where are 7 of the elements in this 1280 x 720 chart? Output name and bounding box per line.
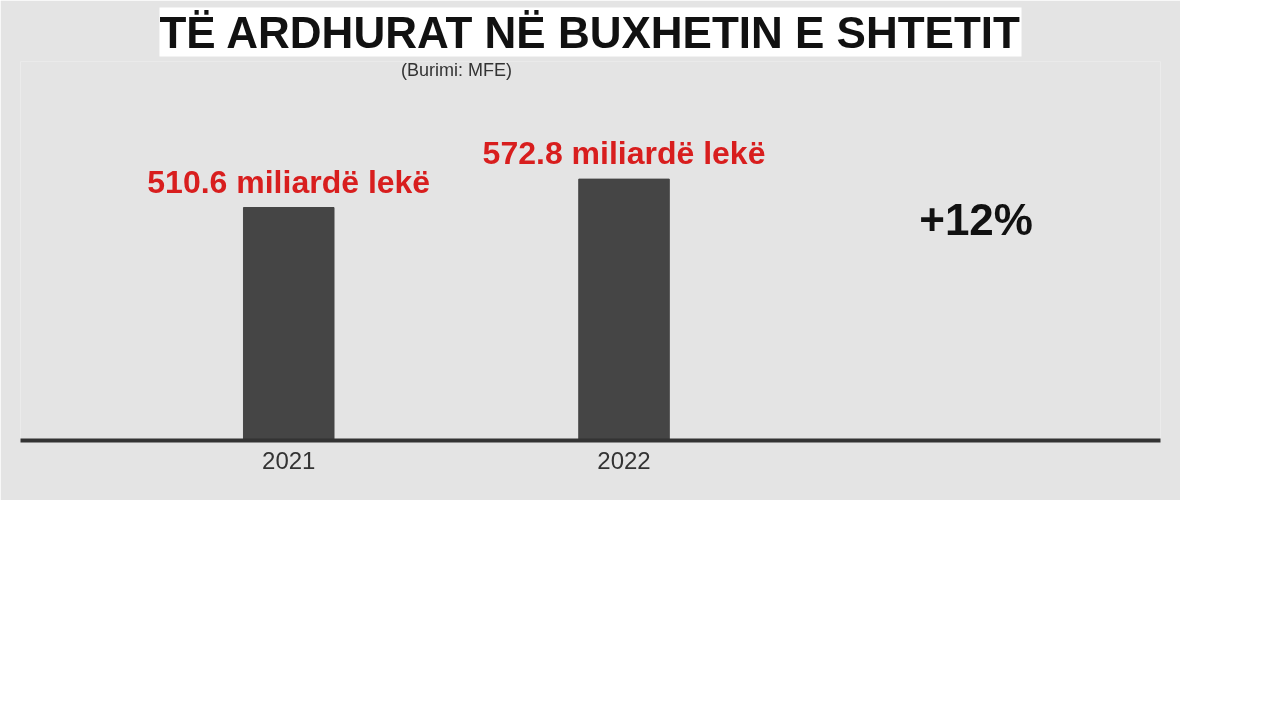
chart-title: TË ARDHURAT NË BUXHETIN E SHTETIT xyxy=(159,7,1021,57)
data-label: 510.6 miliardë lekë xyxy=(147,163,431,200)
chart-subtitle: (Burimi: MFE) xyxy=(400,59,512,80)
x-tick-label: 2022 xyxy=(597,446,651,474)
x-tick-label: 2021 xyxy=(262,446,316,474)
text: +12% xyxy=(919,195,1033,245)
data-label: 572.8 miliardë lekë xyxy=(482,135,766,172)
